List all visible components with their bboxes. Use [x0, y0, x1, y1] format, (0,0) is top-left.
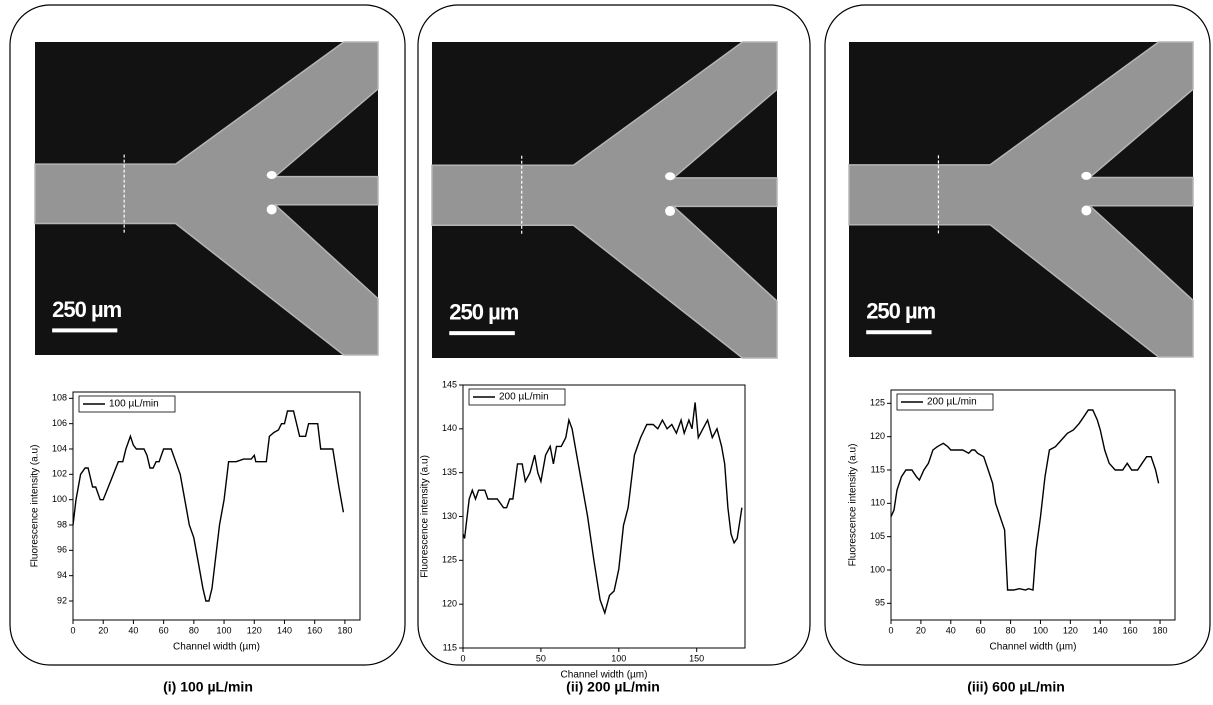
y-tick-label: 95 — [875, 598, 885, 608]
scale-bar-label: 250 µm — [449, 300, 518, 325]
y-tick-label: 125 — [442, 555, 457, 565]
channel — [34, 41, 379, 356]
channel — [431, 41, 778, 359]
y-tick-label: 115 — [871, 464, 885, 474]
y-axis-label: Fluorescence intensity (a.u) — [848, 444, 859, 567]
y-tick-label: 115 — [443, 642, 457, 652]
plot-frame — [72, 391, 361, 621]
y-tick-label: 102 — [52, 469, 67, 479]
channel — [848, 41, 1194, 358]
y-tick-label: 120 — [870, 431, 885, 441]
bright-spot — [665, 206, 676, 217]
scale-bar-label: 250 µm — [866, 299, 935, 324]
y-tick-label: 96 — [57, 545, 67, 555]
scale-bar — [449, 331, 515, 336]
panel-frame — [824, 4, 1211, 666]
y-tick-label: 108 — [52, 393, 67, 403]
legend-box — [896, 393, 994, 411]
x-tick-label: 50 — [536, 653, 546, 663]
x-tick-label: 180 — [337, 625, 352, 635]
caption: (i) 100 µL/min — [163, 679, 253, 695]
x-tick-label: 120 — [247, 625, 262, 635]
plot-frame — [890, 389, 1176, 621]
bright-spot — [266, 171, 277, 180]
y-tick-label: 135 — [442, 467, 457, 477]
x-tick-label: 120 — [1063, 625, 1078, 635]
data-line — [72, 410, 345, 602]
x-axis-label: Channel width (µm) — [561, 670, 648, 681]
y-tick-label: 98 — [57, 519, 67, 529]
bright-spot — [665, 172, 676, 181]
y-tick-label: 145 — [442, 379, 457, 389]
x-tick-label: 20 — [916, 625, 926, 635]
x-tick-label: 60 — [976, 625, 986, 635]
x-tick-label: 0 — [460, 653, 465, 663]
x-axis-label: Channel width (µm) — [990, 642, 1077, 653]
bright-spot — [266, 204, 277, 215]
legend-label: 100 µL/min — [109, 399, 159, 410]
x-tick-label: 40 — [128, 625, 138, 635]
scale-bar — [52, 328, 118, 333]
x-tick-label: 140 — [277, 625, 292, 635]
y-axis-label: Fluorescence intensity (a.u) — [420, 455, 431, 578]
scale-bar — [866, 330, 932, 335]
x-tick-label: 160 — [1123, 625, 1138, 635]
y-tick-label: 140 — [442, 423, 457, 433]
x-tick-label: 0 — [888, 625, 893, 635]
y-tick-label: 104 — [52, 443, 67, 453]
y-tick-label: 92 — [57, 595, 67, 605]
x-tick-label: 60 — [159, 625, 169, 635]
x-tick-label: 100 — [1033, 625, 1048, 635]
bright-spot — [1081, 205, 1092, 216]
legend-label: 200 µL/min — [499, 392, 549, 403]
x-tick-label: 100 — [611, 653, 626, 663]
x-tick-label: 20 — [98, 625, 108, 635]
x-tick-label: 180 — [1153, 625, 1168, 635]
x-tick-label: 150 — [689, 653, 704, 663]
y-tick-label: 110 — [871, 498, 885, 508]
x-tick-label: 80 — [1006, 625, 1016, 635]
y-tick-label: 120 — [442, 599, 457, 609]
legend-label: 200 µL/min — [927, 397, 977, 408]
y-tick-label: 100 — [52, 494, 67, 504]
x-tick-label: 140 — [1093, 625, 1108, 635]
y-tick-label: 125 — [870, 398, 885, 408]
x-tick-label: 40 — [946, 625, 956, 635]
x-tick-label: 100 — [217, 625, 232, 635]
legend-box — [468, 388, 566, 406]
legend-box — [78, 395, 176, 413]
x-axis-label: Channel width (µm) — [173, 642, 260, 653]
data-line — [462, 402, 743, 616]
y-axis-label: Fluorescence intensity (a.u) — [30, 445, 41, 568]
x-tick-label: 80 — [189, 625, 199, 635]
plot-frame — [462, 384, 746, 649]
scale-bar-label: 250 µm — [52, 297, 121, 322]
caption: (ii) 200 µL/min — [566, 679, 660, 695]
y-tick-label: 94 — [57, 570, 67, 580]
y-tick-label: 130 — [442, 511, 457, 521]
panel-frame — [417, 4, 811, 666]
x-tick-label: 160 — [307, 625, 322, 635]
y-tick-label: 105 — [870, 531, 885, 541]
y-tick-label: 100 — [870, 564, 885, 574]
bright-spot — [1081, 171, 1092, 180]
x-tick-label: 0 — [70, 625, 75, 635]
y-tick-label: 106 — [52, 418, 67, 428]
data-line — [890, 409, 1160, 591]
panel-frame — [9, 4, 406, 666]
caption: (iii) 600 µL/min — [967, 679, 1065, 695]
